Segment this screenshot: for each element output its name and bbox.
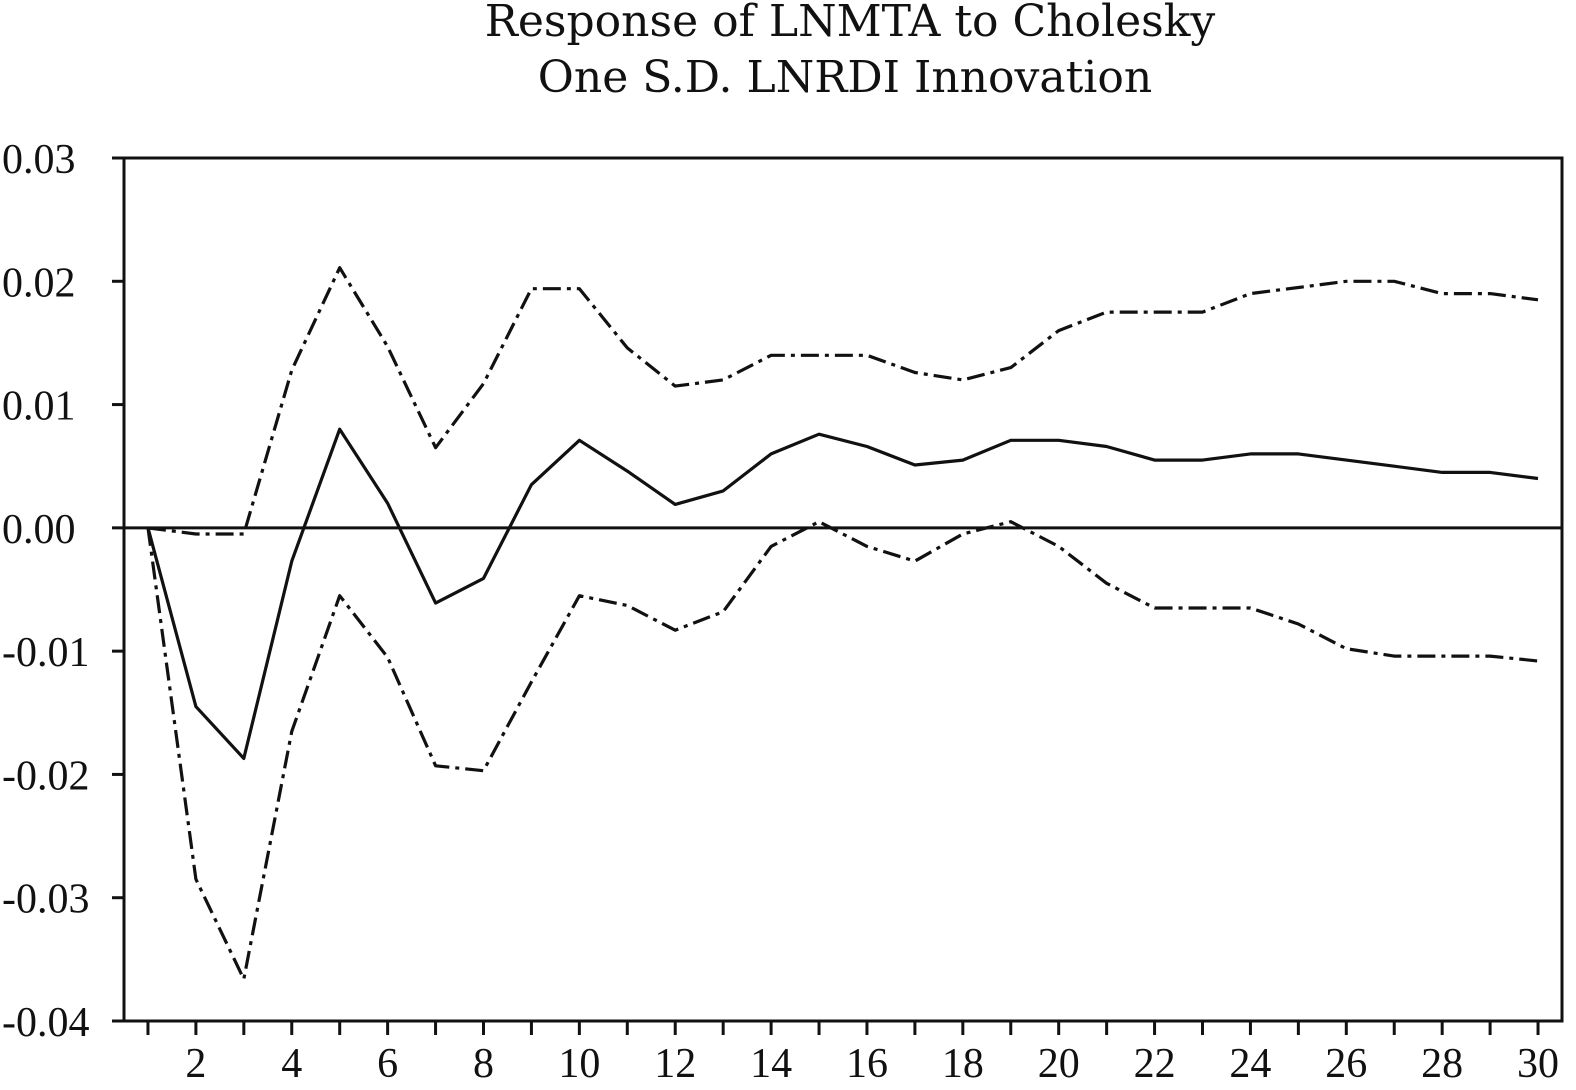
chart-title-line-2: One S.D. LNRDI Innovation	[538, 52, 1152, 103]
x-tick-label: 20	[1038, 1041, 1080, 1087]
x-tick-label: 6	[377, 1041, 398, 1087]
y-tick-label: 0.02	[2, 260, 76, 306]
series-layer	[146, 266, 1539, 981]
y-tick-label: -0.02	[2, 753, 90, 799]
y-axis: 0.03 0.02 0.01 0.00 -0.01 -0.02 -0.03 -0.04	[2, 137, 124, 1046]
y-tick-label: -0.04	[2, 1000, 90, 1046]
x-tick-label: 2	[185, 1041, 206, 1087]
y-tick-label: 0.03	[2, 137, 76, 183]
series-upper-band-line	[147, 266, 1539, 536]
y-tick-label: 0.00	[2, 507, 76, 553]
series-lower-band-line	[146, 520, 1539, 981]
x-tick-label: 12	[654, 1041, 696, 1087]
x-tick-label: 16	[846, 1041, 888, 1087]
x-tick-label: 10	[558, 1041, 600, 1087]
x-tick-label: 24	[1229, 1041, 1271, 1087]
x-tick-label: 26	[1325, 1041, 1367, 1087]
y-tick-label: -0.03	[2, 877, 90, 923]
x-tick-label: 8	[473, 1041, 494, 1087]
x-tick-label: 22	[1134, 1041, 1176, 1087]
x-tick-label: 18	[942, 1041, 984, 1087]
x-tick-label: 4	[281, 1041, 302, 1087]
x-tick-label: 14	[750, 1041, 792, 1087]
x-tick-label: 30	[1517, 1041, 1559, 1087]
y-tick-label: -0.01	[2, 630, 90, 676]
series-response-line	[146, 427, 1539, 761]
chart-title-line-1: Response of LNMTA to Cholesky	[485, 0, 1216, 47]
x-axis: 2 4 6 8 10 12 14 16 18 20 22 24 26 28 30	[146, 1021, 1559, 1087]
y-tick-label: 0.01	[2, 384, 76, 430]
x-tick-label: 28	[1421, 1041, 1463, 1087]
plot-frame	[122, 156, 1564, 1023]
